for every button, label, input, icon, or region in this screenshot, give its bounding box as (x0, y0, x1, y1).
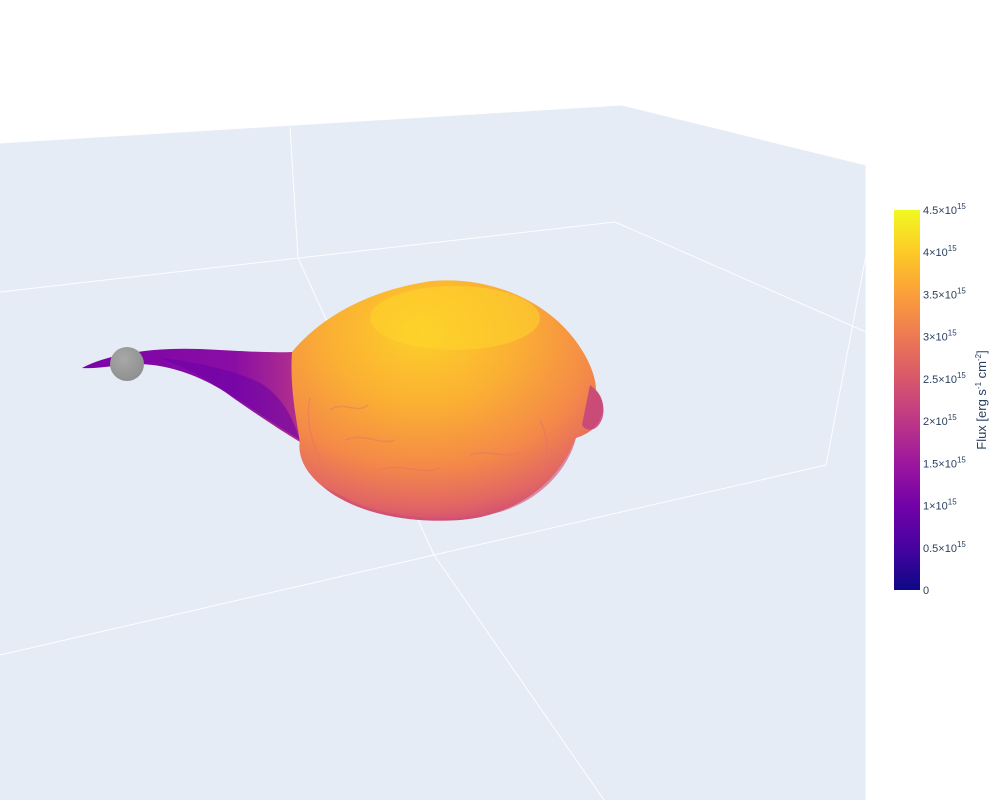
lobe-surface-texture (307, 397, 548, 476)
colorbar-tick-label: 1×1015 (923, 498, 957, 513)
colorbar-tick-label: 0 (923, 585, 929, 597)
colorbar-title: Flux [erg s-1 cm-2] (974, 350, 989, 450)
colorbar-tick-label: 3.5×1015 (923, 286, 966, 301)
colorbar-tick-label: 2.5×1015 (923, 371, 966, 386)
accretion-stream (82, 348, 300, 442)
colorbar-tick-labels: 0 0.5×1015 1×1015 1.5×1015 2×1015 2.5×1015 3×1… (923, 202, 966, 597)
colorbar-tick-label: 4.5×1015 (923, 202, 966, 217)
colorbar-tick-label: 3×1015 (923, 329, 957, 344)
lobe-point-nub (582, 385, 604, 430)
colorbar-tick-label: 2×1015 (923, 413, 957, 428)
roche-lobe-surface (291, 280, 604, 521)
colorbar-tick-label: 0.5×1015 (923, 540, 966, 555)
colorbar: 0 0.5×1015 1×1015 1.5×1015 2×1015 2.5×1015 3×1… (894, 202, 989, 597)
lobe-hot-spot (370, 286, 540, 350)
colorbar-gradient (894, 210, 920, 590)
colorbar-tick-label: 4×1015 (923, 244, 957, 259)
colorbar-tick-label: 1.5×1015 (923, 455, 966, 470)
companion-star (110, 347, 144, 381)
stream-inner-shade (160, 358, 300, 440)
